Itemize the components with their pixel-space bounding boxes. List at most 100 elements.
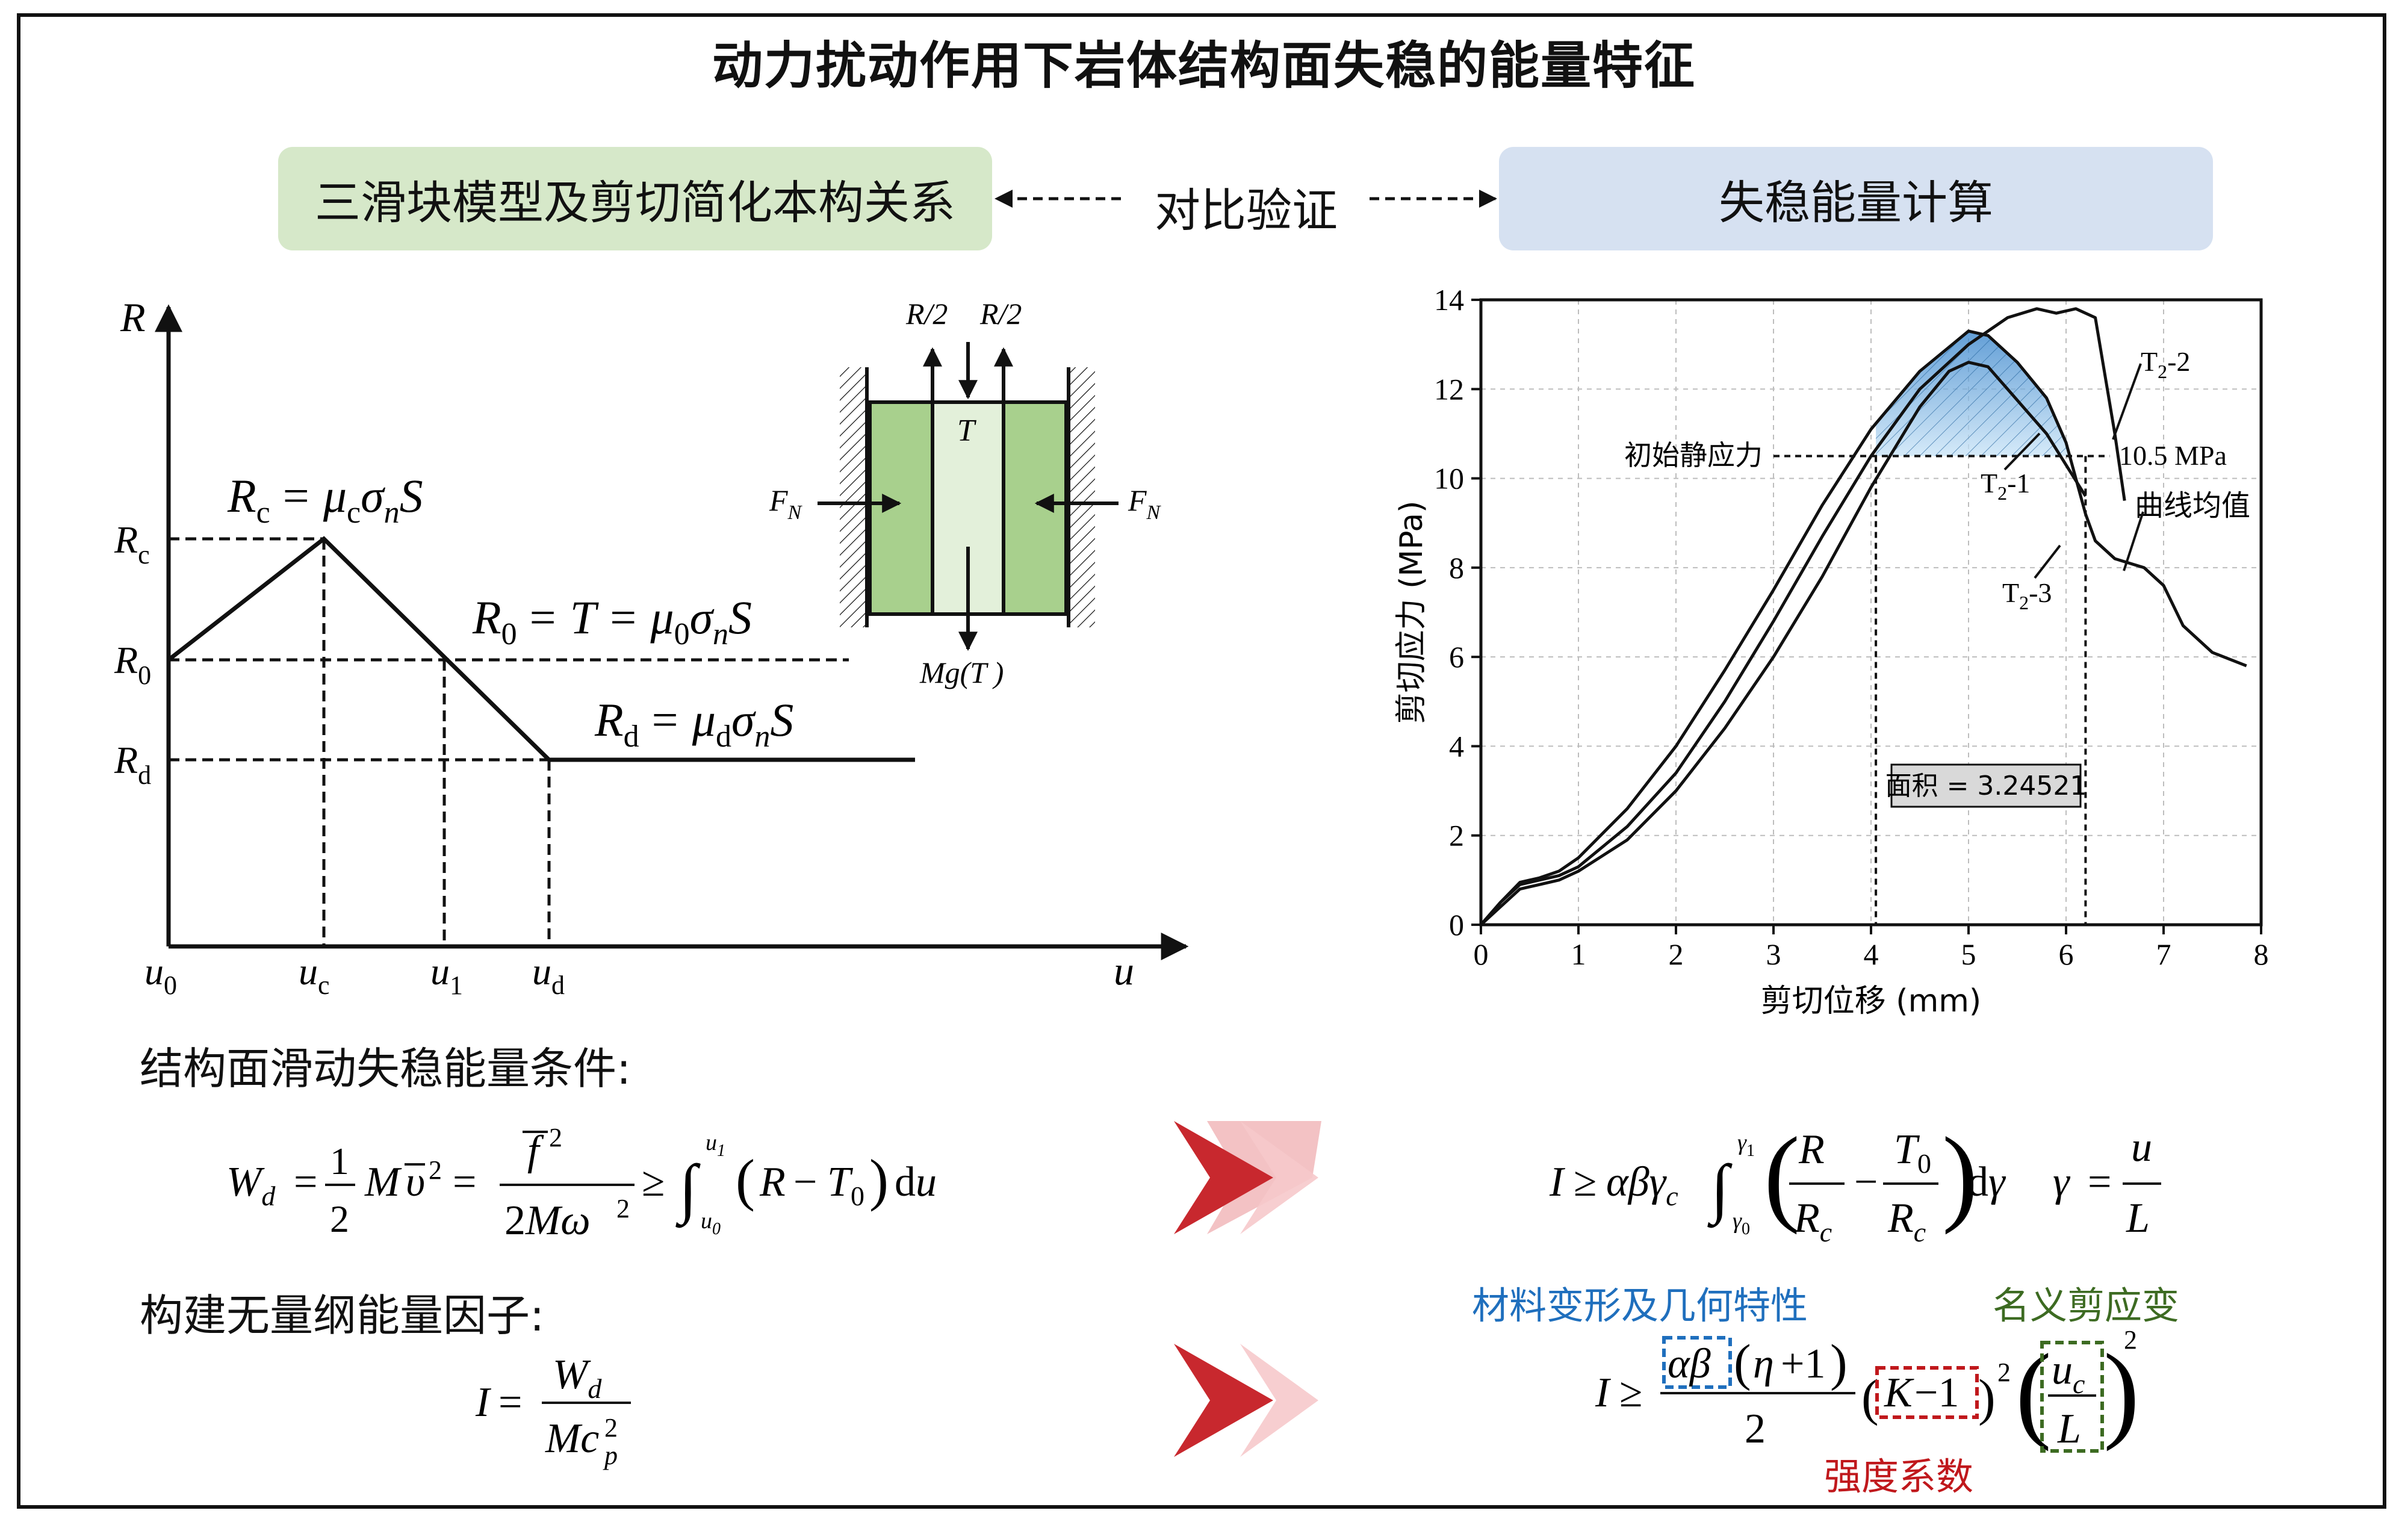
model-section-label: 三滑块模型及剪切简化本构关系 xyxy=(315,176,955,229)
x-tick-label-0: 0 xyxy=(1474,937,1489,971)
energy-section-box: 失稳能量计算 xyxy=(1499,147,2213,250)
formula-energy-factor: I ≥ αβ ( η +1 ) 2 ( K −1 ) 2 ( uc L ) 2 xyxy=(1595,1325,2140,1453)
svg-text:T0: T0 xyxy=(827,1159,864,1211)
x-tick-ud: ud xyxy=(532,950,565,1000)
x-tick-label-8: 8 xyxy=(2254,937,2269,971)
svg-text:≥: ≥ xyxy=(1619,1370,1642,1416)
svg-text:L: L xyxy=(2126,1195,2150,1241)
x-tick-label-1: 1 xyxy=(1571,937,1586,971)
svg-text:=: = xyxy=(294,1159,317,1205)
svg-text:): ) xyxy=(2103,1332,2140,1452)
svg-text:−: − xyxy=(1854,1159,1878,1205)
model-section-box: 三滑块模型及剪切简化本构关系 xyxy=(278,147,992,250)
y-tick-label-14: 14 xyxy=(1434,283,1464,317)
svg-text:f: f xyxy=(527,1128,544,1174)
svg-text:): ) xyxy=(1978,1368,1996,1426)
series-line-3 xyxy=(1480,329,2247,926)
svg-text:u: u xyxy=(2131,1124,2152,1170)
svg-text:Rc: Rc xyxy=(1887,1195,1926,1247)
load-half-left: R/2 xyxy=(905,297,948,331)
box-u-over-l xyxy=(2040,1341,2104,1453)
axis-y-label: R xyxy=(120,294,146,340)
equation-r0: R0 = T = μ0σnS xyxy=(472,591,752,651)
svg-text:Wd: Wd xyxy=(226,1159,276,1211)
leader-mean xyxy=(2123,511,2144,571)
svg-text:p: p xyxy=(603,1441,618,1470)
svg-text:): ) xyxy=(1830,1334,1848,1391)
chart-plot-border xyxy=(1479,298,2263,927)
svg-text:=: = xyxy=(2088,1159,2111,1205)
y-tick-r0: R0 xyxy=(114,639,151,690)
energy-section-label: 失稳能量计算 xyxy=(1719,176,1993,229)
svg-text:R: R xyxy=(1798,1126,1825,1173)
svg-text:∫: ∫ xyxy=(1707,1151,1733,1228)
equation-rd: Rd = μdσnS xyxy=(594,694,793,754)
svg-text:+1: +1 xyxy=(1781,1341,1825,1387)
slider-block-model: R/2 R/2 T FN FN Mg(T ) xyxy=(769,297,1162,689)
box-alpha-beta xyxy=(1662,1336,1732,1389)
svg-text:=: = xyxy=(453,1159,476,1205)
equation-rc: Rc = μcσnS xyxy=(227,470,423,530)
svg-text:−1: −1 xyxy=(1914,1370,1959,1416)
x-tick-label-5: 5 xyxy=(1961,937,1976,971)
svg-text:u0: u0 xyxy=(701,1208,721,1238)
normal-force-right: FN xyxy=(1128,483,1162,524)
block-right xyxy=(1002,400,1068,616)
label-strength-coefficient: 强度系数 xyxy=(1824,1455,1974,1498)
svg-text:αβ: αβ xyxy=(1668,1341,1711,1387)
svg-text:Mc: Mc xyxy=(545,1415,599,1462)
y-tick-label-8: 8 xyxy=(1449,551,1464,585)
mean-curve-label: 曲线均值 xyxy=(2135,489,2250,523)
chart-x-label: 剪切位移 (mm) xyxy=(1761,983,1981,1019)
leader-t2-2 xyxy=(2112,363,2142,440)
svg-text:=: = xyxy=(498,1379,522,1426)
y-tick-label-4: 4 xyxy=(1449,729,1464,763)
leader-t2-1 xyxy=(2003,432,2041,471)
svg-text:I: I xyxy=(1549,1159,1566,1205)
svg-text:du: du xyxy=(895,1159,937,1205)
label-nominal-strain: 名义剪应变 xyxy=(1993,1284,2180,1328)
x-tick-label-6: 6 xyxy=(2059,937,2074,971)
compare-label: 对比验证 xyxy=(1155,184,1338,237)
svg-text:Wd: Wd xyxy=(553,1352,602,1404)
block-t-label: T xyxy=(957,414,976,448)
series-line-2 xyxy=(1480,307,2126,926)
load-half-right: R/2 xyxy=(979,297,1022,331)
chart-grid xyxy=(1481,300,2261,925)
svg-text:R: R xyxy=(759,1159,786,1205)
svg-text:γ1: γ1 xyxy=(1737,1130,1755,1160)
constitutive-curve xyxy=(167,536,915,762)
energy-area-hatch xyxy=(1876,331,2086,456)
x-tick-label-7: 7 xyxy=(2156,937,2171,971)
svg-text:): ) xyxy=(1942,1115,1978,1235)
x-tick-label-3: 3 xyxy=(1766,937,1781,971)
energy-condition-label: 结构面滑动失稳能量条件: xyxy=(140,1043,631,1094)
series-label-t2-3: T2-3 xyxy=(2002,577,2052,613)
svg-text:2Mω: 2Mω xyxy=(504,1197,591,1244)
formula-i: I = Wd Mc 2 p xyxy=(475,1352,631,1470)
chart-annotations xyxy=(1773,455,2110,925)
svg-text:(: ( xyxy=(1764,1115,1800,1235)
box-k-minus-1 xyxy=(1875,1366,1979,1419)
svg-text:2: 2 xyxy=(604,1413,618,1443)
svg-text:I: I xyxy=(475,1379,492,1426)
svg-text:I: I xyxy=(1595,1370,1612,1416)
page-title: 动力扰动作用下岩体结构面失稳的能量特征 xyxy=(712,36,1696,95)
y-tick-label-6: 6 xyxy=(1449,640,1464,674)
formula-energy-integral: I ≥ αβγc ∫ γ1 γ0 ( R Rc − T0 Rc ) dγ γ =… xyxy=(1549,1115,2161,1247)
svg-text:2: 2 xyxy=(1997,1358,2011,1387)
label-material-properties: 材料变形及几何特性 xyxy=(1472,1284,1808,1328)
chart-series xyxy=(1480,307,2247,926)
area-label-box xyxy=(1890,763,2082,808)
x-tick-label-2: 2 xyxy=(1669,937,1684,971)
outer-frame xyxy=(17,13,2386,1509)
formula-wd: Wd = 1 2 M υ 2 = f 2 2Mω 2 ≥ ∫ u1 u0 ( R… xyxy=(226,1123,937,1244)
svg-text:1: 1 xyxy=(330,1140,349,1182)
svg-text:(: ( xyxy=(2015,1332,2052,1452)
y-tick-label-10: 10 xyxy=(1434,462,1464,495)
y-tick-label-0: 0 xyxy=(1449,908,1464,942)
series-line-1 xyxy=(1480,361,2087,926)
svg-text:η: η xyxy=(1753,1341,1774,1387)
